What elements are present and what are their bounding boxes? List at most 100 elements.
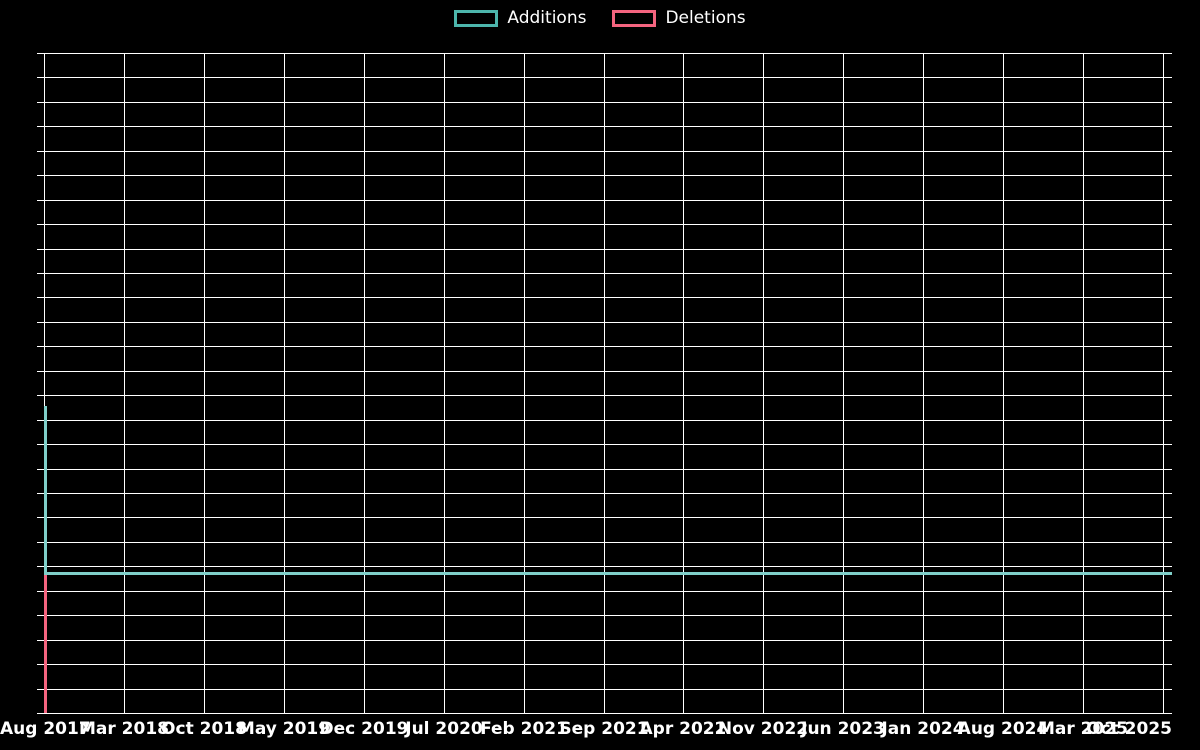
gridline-vertical [44, 53, 45, 713]
gridline-vertical [124, 53, 125, 713]
y-axis-tick-label: 72 [0, 313, 7, 331]
gridline-horizontal [44, 640, 1172, 641]
gridline-vertical [1003, 53, 1004, 713]
y-axis-tick-mark [37, 371, 44, 372]
y-axis-tick-mark [37, 346, 44, 347]
y-axis-tick-label: 16 [0, 508, 7, 526]
x-axis-tick-label: Jan 2024 [881, 719, 965, 739]
y-axis-tick-label: 114 [0, 166, 7, 184]
gridline-horizontal [44, 273, 1172, 274]
gridline-horizontal [44, 664, 1172, 665]
gridline-horizontal [44, 224, 1172, 225]
y-axis-tick-mark [37, 542, 44, 543]
y-axis-tick-label: 149 [0, 44, 7, 62]
gridline-horizontal [44, 615, 1172, 616]
legend-item-additions[interactable]: Additions [454, 8, 586, 28]
gridline-horizontal [44, 517, 1172, 518]
gridline-horizontal [44, 713, 1172, 714]
y-axis-tick-label: 51 [0, 386, 7, 404]
gridline-horizontal [44, 395, 1172, 396]
x-axis-tick-label: Mar 2025 [1037, 719, 1129, 739]
gridline-horizontal [44, 371, 1172, 372]
chart-legend: Additions Deletions [0, 0, 1200, 36]
x-axis-tick-label: Apr 2022 [639, 719, 727, 739]
gridline-vertical [524, 53, 525, 713]
x-axis-tick-label: Jun 2023 [801, 719, 885, 739]
y-axis-tick-label: -12 [0, 606, 7, 624]
series-spike-deletions [44, 573, 47, 713]
y-axis-tick-mark [37, 224, 44, 225]
x-axis-tick-label: Oct 2025 [1086, 719, 1172, 739]
y-axis-tick-label: 44 [0, 411, 7, 429]
y-axis-tick-label: 93 [0, 240, 7, 258]
legend-label-deletions: Deletions [665, 8, 746, 28]
y-axis-tick-label: 107 [0, 191, 7, 209]
x-axis-tick-label: Jul 2020 [405, 719, 483, 739]
y-axis-tick-label: -19 [0, 631, 7, 649]
gridline-vertical [364, 53, 365, 713]
y-axis-tick-mark [37, 664, 44, 665]
x-axis-tick-label: Dec 2019 [319, 719, 409, 739]
y-axis-tick-mark [37, 591, 44, 592]
y-axis-tick-mark [37, 53, 44, 54]
y-axis-tick-mark [37, 566, 44, 567]
x-axis-tick-label: Feb 2021 [480, 719, 568, 739]
x-axis-tick-label: Oct 2018 [161, 719, 247, 739]
gridline-horizontal [44, 77, 1172, 78]
legend-swatch-deletions-icon [612, 9, 657, 27]
gridline-vertical [843, 53, 844, 713]
legend-label-additions: Additions [507, 8, 587, 28]
gridline-horizontal [44, 297, 1172, 298]
gridline-horizontal [44, 175, 1172, 176]
series-spike-additions [44, 406, 47, 574]
gridline-horizontal [44, 420, 1172, 421]
y-axis-tick-mark [37, 517, 44, 518]
gridline-vertical [284, 53, 285, 713]
y-axis-tick-mark [37, 249, 44, 250]
legend-item-deletions[interactable]: Deletions [612, 8, 746, 28]
gridline-horizontal [44, 566, 1172, 567]
y-axis-tick-label: 2 [0, 557, 7, 575]
y-axis-tick-label: -5 [0, 582, 7, 600]
gridline-horizontal [44, 126, 1172, 127]
y-axis-tick-mark [37, 420, 44, 421]
gridline-horizontal [44, 493, 1172, 494]
y-axis-tick-label: 142 [0, 68, 7, 86]
y-axis-tick-mark [37, 297, 44, 298]
gridline-vertical [1163, 53, 1164, 713]
y-axis-tick-mark [37, 322, 44, 323]
y-axis-tick-mark [37, 200, 44, 201]
gridline-horizontal [44, 102, 1172, 103]
x-axis-tick-label: Mar 2018 [78, 719, 170, 739]
gridline-horizontal [44, 542, 1172, 543]
gridline-vertical [683, 53, 684, 713]
plot-area: 1491421351281211141071009386797265585144… [0, 53, 1172, 739]
gridline-horizontal [44, 249, 1172, 250]
gridline-horizontal [44, 200, 1172, 201]
y-axis-tick-label: 86 [0, 264, 7, 282]
y-axis-tick-label: -33 [0, 680, 7, 698]
x-axis-tick-label: Aug 2017 [0, 719, 91, 739]
y-axis-tick-label: 30 [0, 460, 7, 478]
gridline-horizontal [44, 444, 1172, 445]
y-axis-tick-label: 37 [0, 435, 7, 453]
y-axis-tick-mark [37, 444, 44, 445]
gridline-horizontal [44, 151, 1172, 152]
gridline-horizontal [44, 591, 1172, 592]
y-axis-tick-mark [37, 395, 44, 396]
x-axis-tick-label: Aug 2024 [957, 719, 1049, 739]
gridline-vertical [444, 53, 445, 713]
gridline-vertical [763, 53, 764, 713]
y-axis-tick-label: -26 [0, 655, 7, 673]
x-axis-tick-label: May 2019 [237, 719, 331, 739]
y-axis-tick-label: 135 [0, 93, 7, 111]
y-axis-tick-mark [37, 615, 44, 616]
series-line-additions [44, 572, 1172, 575]
y-axis-tick-label: 79 [0, 288, 7, 306]
gridline-horizontal [44, 469, 1172, 470]
gridline-vertical [1083, 53, 1084, 713]
y-axis-tick-label: 58 [0, 362, 7, 380]
gridline-horizontal [44, 322, 1172, 323]
gridline-vertical [204, 53, 205, 713]
